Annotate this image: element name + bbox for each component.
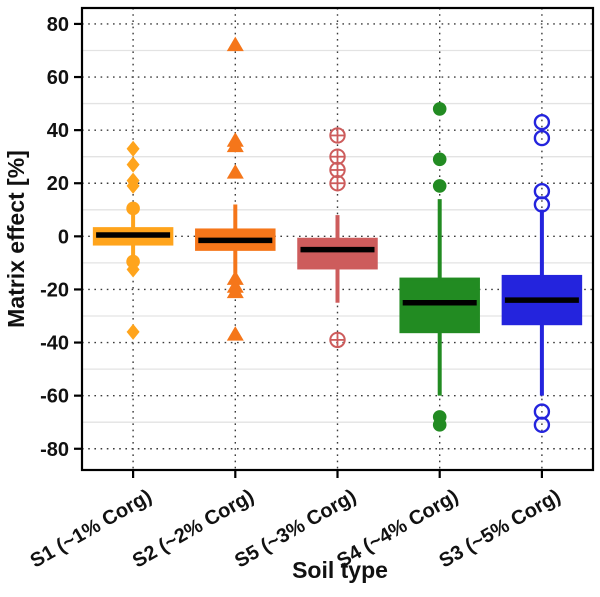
- y-tick-label: 80: [47, 14, 69, 36]
- outlier-triangle: [226, 137, 244, 153]
- outlier-circle-plus: [329, 148, 346, 165]
- outlier-circle-plus: [329, 175, 346, 192]
- y-tick-label: -40: [40, 333, 69, 355]
- outlier-open-circle: [533, 129, 551, 147]
- outlier-open-circle: [533, 196, 551, 213]
- x-axis-title: Soil type: [292, 557, 388, 583]
- outlier-circle: [126, 201, 140, 216]
- y-tick-label: -20: [40, 279, 69, 301]
- box-series-2: [195, 36, 276, 341]
- y-tick-label: 20: [47, 173, 69, 195]
- outlier-diamond: [126, 140, 140, 157]
- box-series-5: [501, 113, 583, 434]
- outlier-triangle: [226, 283, 244, 299]
- y-axis-title: Matrix effect [%]: [3, 150, 29, 328]
- outlier-diamond: [126, 156, 140, 173]
- outlier-triangle: [226, 326, 244, 341]
- y-axis: -80 -60 -40 -20 0 20 40 60 80: [40, 14, 82, 461]
- outlier-diamond: [126, 261, 140, 278]
- y-tick-label: 0: [58, 226, 69, 248]
- outlier-circle-plus: [329, 331, 346, 349]
- outlier-circle-plus: [329, 127, 346, 144]
- y-tick-label: 40: [47, 120, 69, 142]
- outlier-circle-plus: [329, 161, 346, 179]
- y-tick-label: -80: [40, 439, 69, 461]
- box-series-4: [399, 102, 480, 432]
- outlier-circle: [432, 418, 447, 432]
- outlier-open-circle: [533, 183, 551, 200]
- outlier-diamond: [126, 323, 140, 340]
- outlier-circle: [432, 179, 447, 193]
- iqr-box: [297, 237, 378, 270]
- outlier-triangle: [226, 270, 244, 285]
- box-series-1: [92, 140, 174, 340]
- outlier-diamond: [126, 177, 140, 194]
- box-series-3: [297, 127, 378, 349]
- y-tick-label: -60: [40, 386, 69, 408]
- outlier-triangle: [226, 36, 244, 52]
- y-tick-label: 60: [47, 67, 69, 89]
- outlier-open-circle: [533, 416, 551, 434]
- outlier-circle: [432, 102, 447, 116]
- boxplot-series: [92, 36, 583, 434]
- outlier-triangle: [226, 164, 244, 179]
- outlier-circle: [432, 152, 447, 167]
- outlier-open-circle: [533, 113, 551, 131]
